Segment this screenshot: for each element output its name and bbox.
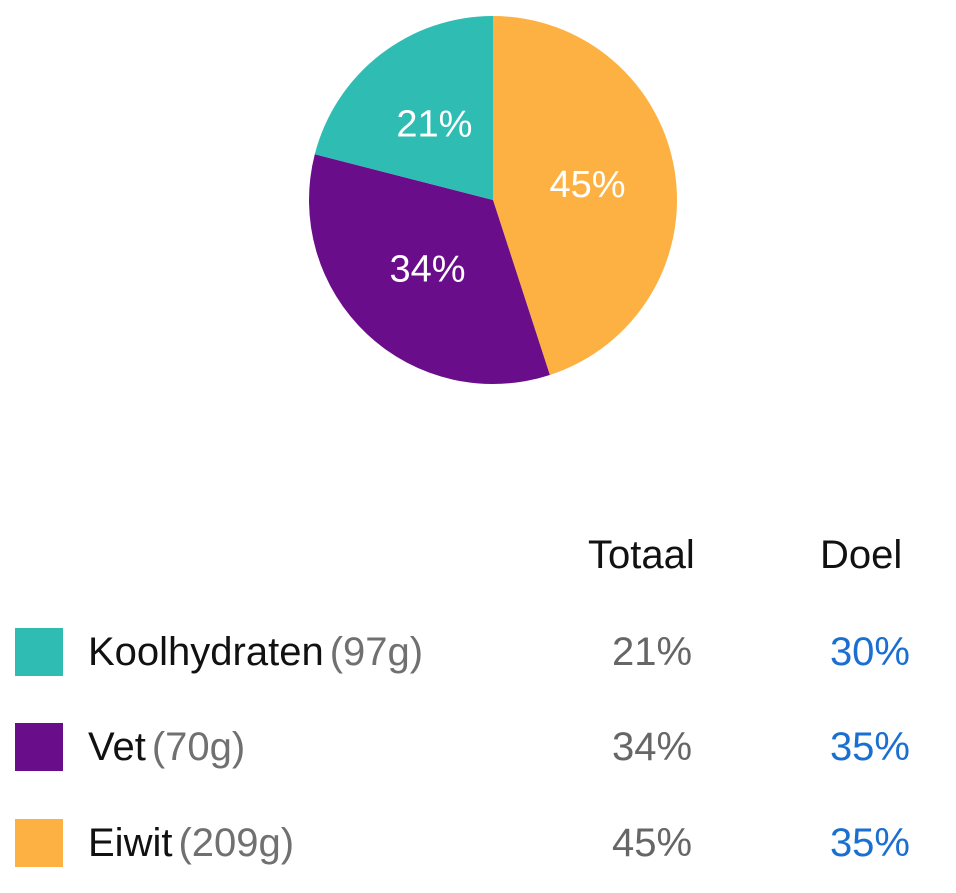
eiwit-color-swatch: [15, 819, 63, 867]
pie-label-koolhydraten: 21%: [396, 103, 472, 145]
vet-label: Vet: [88, 725, 146, 769]
vet-doel[interactable]: 35%: [829, 725, 910, 769]
koolhydraten-doel[interactable]: 30%: [829, 630, 910, 674]
koolhydraten-totaal: 21%: [611, 630, 693, 674]
eiwit-doel[interactable]: 35%: [829, 821, 910, 865]
eiwit-label: Eiwit: [88, 821, 173, 865]
column-header-doel: Doel: [820, 533, 903, 577]
koolhydraten-color-swatch: [15, 628, 63, 676]
vet-color-swatch: [15, 723, 63, 771]
eiwit-grams: (209g): [178, 821, 295, 865]
koolhydraten-grams: (97g): [329, 630, 424, 674]
pie-label-vet: 34%: [389, 249, 465, 291]
vet-totaal: 34%: [611, 725, 693, 769]
pie-chart: 45% 34% 21%: [309, 16, 677, 384]
legend-row-eiwit: Eiwit (209g) 45% 35%: [0, 813, 956, 873]
pie-slice-vet: [309, 154, 550, 384]
pie-slice-koolhydraten: [314, 16, 493, 200]
pie-label-eiwit: 45%: [549, 164, 625, 206]
pie-slice-eiwit: [493, 16, 677, 375]
vet-name: Vet (70g): [88, 724, 245, 770]
eiwit-totaal: 45%: [611, 821, 693, 865]
legend-row-vet: Vet (70g) 34% 35%: [0, 717, 956, 777]
column-header-totaal: Totaal: [588, 533, 695, 577]
eiwit-name: Eiwit (209g): [88, 820, 294, 866]
koolhydraten-label: Koolhydraten: [88, 630, 324, 674]
legend-row-koolhydraten: Koolhydraten (97g) 21% 30%: [0, 622, 956, 682]
vet-grams: (70g): [151, 725, 246, 769]
koolhydraten-name: Koolhydraten (97g): [88, 629, 423, 675]
